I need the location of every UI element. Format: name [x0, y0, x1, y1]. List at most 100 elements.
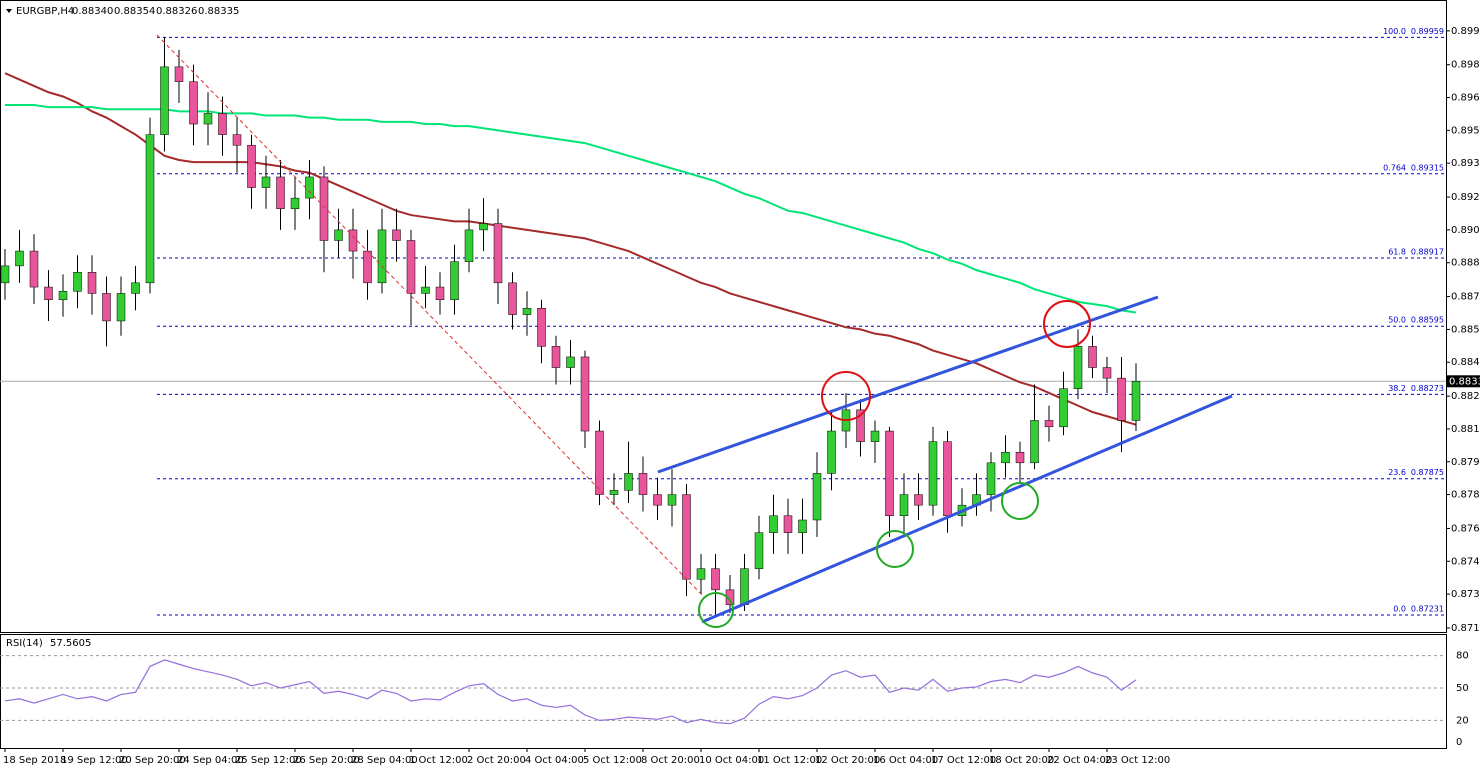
y-tick-label: 0.89205 [1451, 192, 1480, 203]
candle-body [653, 494, 662, 506]
candle-body [15, 250, 24, 267]
candle-body [566, 356, 575, 368]
x-tick-label: 28 Sep 04:00 [351, 755, 418, 766]
candle-body [261, 176, 271, 188]
fib-ratio: 0.0 [1393, 605, 1406, 614]
rsi-tick-label: 80 [1456, 651, 1469, 662]
candle-body [870, 430, 880, 442]
candle-body [914, 494, 923, 506]
candle-body [232, 134, 242, 146]
candle-body [580, 356, 590, 432]
y-tick-label: 0.88580 [1451, 324, 1480, 335]
x-tick-label: 2 Oct 20:00 [467, 755, 526, 766]
rsi-tick-label: 50 [1456, 683, 1469, 694]
y-tick-label: 0.88895 [1451, 258, 1480, 269]
fib-price: 0.89959 [1411, 27, 1444, 36]
last-price-label: 0.88335 [1449, 376, 1480, 387]
fib-label: 0.0 0.87231 [1393, 605, 1444, 614]
candle-body [856, 409, 865, 442]
fib-label: 23.6 0.87875 [1388, 468, 1444, 477]
candle-body [493, 223, 503, 284]
x-tick-label: 20 Sep 20:00 [119, 755, 186, 766]
main-panel [0, 0, 1447, 633]
candle-body [551, 346, 561, 368]
y-tick-label: 0.87800 [1451, 490, 1480, 501]
fib-price: 0.88917 [1411, 248, 1444, 257]
y-tick-label: 0.89050 [1451, 225, 1480, 236]
x-tick-label: 5 Oct 12:00 [583, 755, 642, 766]
candle-body [305, 176, 314, 199]
y-tick-label: 0.89365 [1451, 158, 1480, 169]
candle-body [421, 286, 430, 294]
x-tick-label: 4 Oct 04:00 [525, 755, 584, 766]
candle-body [44, 286, 53, 301]
candle-body [189, 81, 198, 125]
candle-body [348, 229, 358, 252]
x-tick-label: 12 Oct 20:00 [815, 755, 880, 766]
fib-label: 61.8 0.88917 [1388, 248, 1444, 257]
candle-body [0, 265, 10, 284]
candle-body [667, 494, 677, 506]
candle-body [1001, 451, 1010, 464]
candle-body [696, 568, 706, 580]
highlight-circle [1043, 300, 1091, 348]
candle-body [174, 66, 184, 82]
candle-body [522, 307, 532, 315]
candle-body [29, 250, 39, 288]
y-tick-label: 0.88735 [1451, 292, 1480, 303]
fib-ratio: 0.764 [1383, 163, 1406, 172]
candle-body [363, 250, 372, 284]
x-tick-label: 10 Oct 04:00 [699, 755, 764, 766]
candle-body [87, 271, 97, 294]
x-tick-label: 18 Oct 20:00 [989, 755, 1054, 766]
rsi-tick-label: 0 [1456, 737, 1462, 748]
candle-body [537, 307, 546, 347]
candle-body [116, 293, 126, 322]
candle-body [682, 494, 691, 580]
candle-body [392, 229, 401, 241]
y-tick-label: 0.88265 [1451, 391, 1480, 402]
candle-body [783, 515, 793, 533]
fib-label: 50.0 0.88595 [1388, 316, 1444, 325]
candle-body [1015, 451, 1025, 464]
candle-body [406, 240, 416, 294]
rsi-current: 57.5605 [50, 638, 91, 649]
candle-body [508, 282, 517, 315]
candle-body [218, 113, 227, 135]
x-tick-label: 1 Oct 12:00 [409, 755, 468, 766]
candle-body [827, 430, 836, 474]
candle-body [1117, 377, 1126, 421]
header-close: 0.88335 [198, 6, 239, 17]
candle-body [290, 197, 300, 209]
candle-body [334, 229, 343, 241]
menu-arrow [6, 9, 12, 13]
highlight-circle [698, 592, 734, 628]
rsi-panel [0, 634, 1447, 749]
fib-price: 0.88595 [1411, 316, 1444, 325]
channel-lower [701, 394, 1233, 624]
fib-ratio: 23.6 [1388, 468, 1406, 477]
fib-label: 0.764 0.89315 [1383, 163, 1444, 172]
candle-body [1059, 388, 1068, 428]
y-tick-label: 0.87640 [1451, 523, 1480, 534]
header-low: 0.88326 [156, 6, 197, 17]
x-tick-label: 22 Oct 04:00 [1047, 755, 1112, 766]
x-tick-label: 26 Sep 20:00 [293, 755, 360, 766]
y-tick-label: 0.87955 [1451, 457, 1480, 468]
candle-body [754, 532, 764, 569]
candle-body [377, 229, 387, 284]
main-layer: 0.89990 0.89830 0.89675 0.89520 0.89365 0.892… [0, 26, 1480, 766]
candle-body [812, 473, 822, 521]
candle-body [1044, 420, 1054, 428]
symbol-title: EURGBP,H4 [16, 6, 74, 17]
candle-body [464, 229, 474, 262]
candle-body [73, 271, 82, 292]
fib-label: 100.0 0.89959 [1383, 27, 1444, 36]
candle-body [131, 282, 140, 294]
x-tick-label: 23 Oct 12:00 [1105, 755, 1170, 766]
x-tick-label: 24 Sep 04:00 [177, 755, 244, 766]
candle-body [638, 473, 648, 495]
candle-body [160, 66, 169, 135]
y-tick-label: 0.88425 [1451, 357, 1480, 368]
candle-body [203, 113, 213, 125]
